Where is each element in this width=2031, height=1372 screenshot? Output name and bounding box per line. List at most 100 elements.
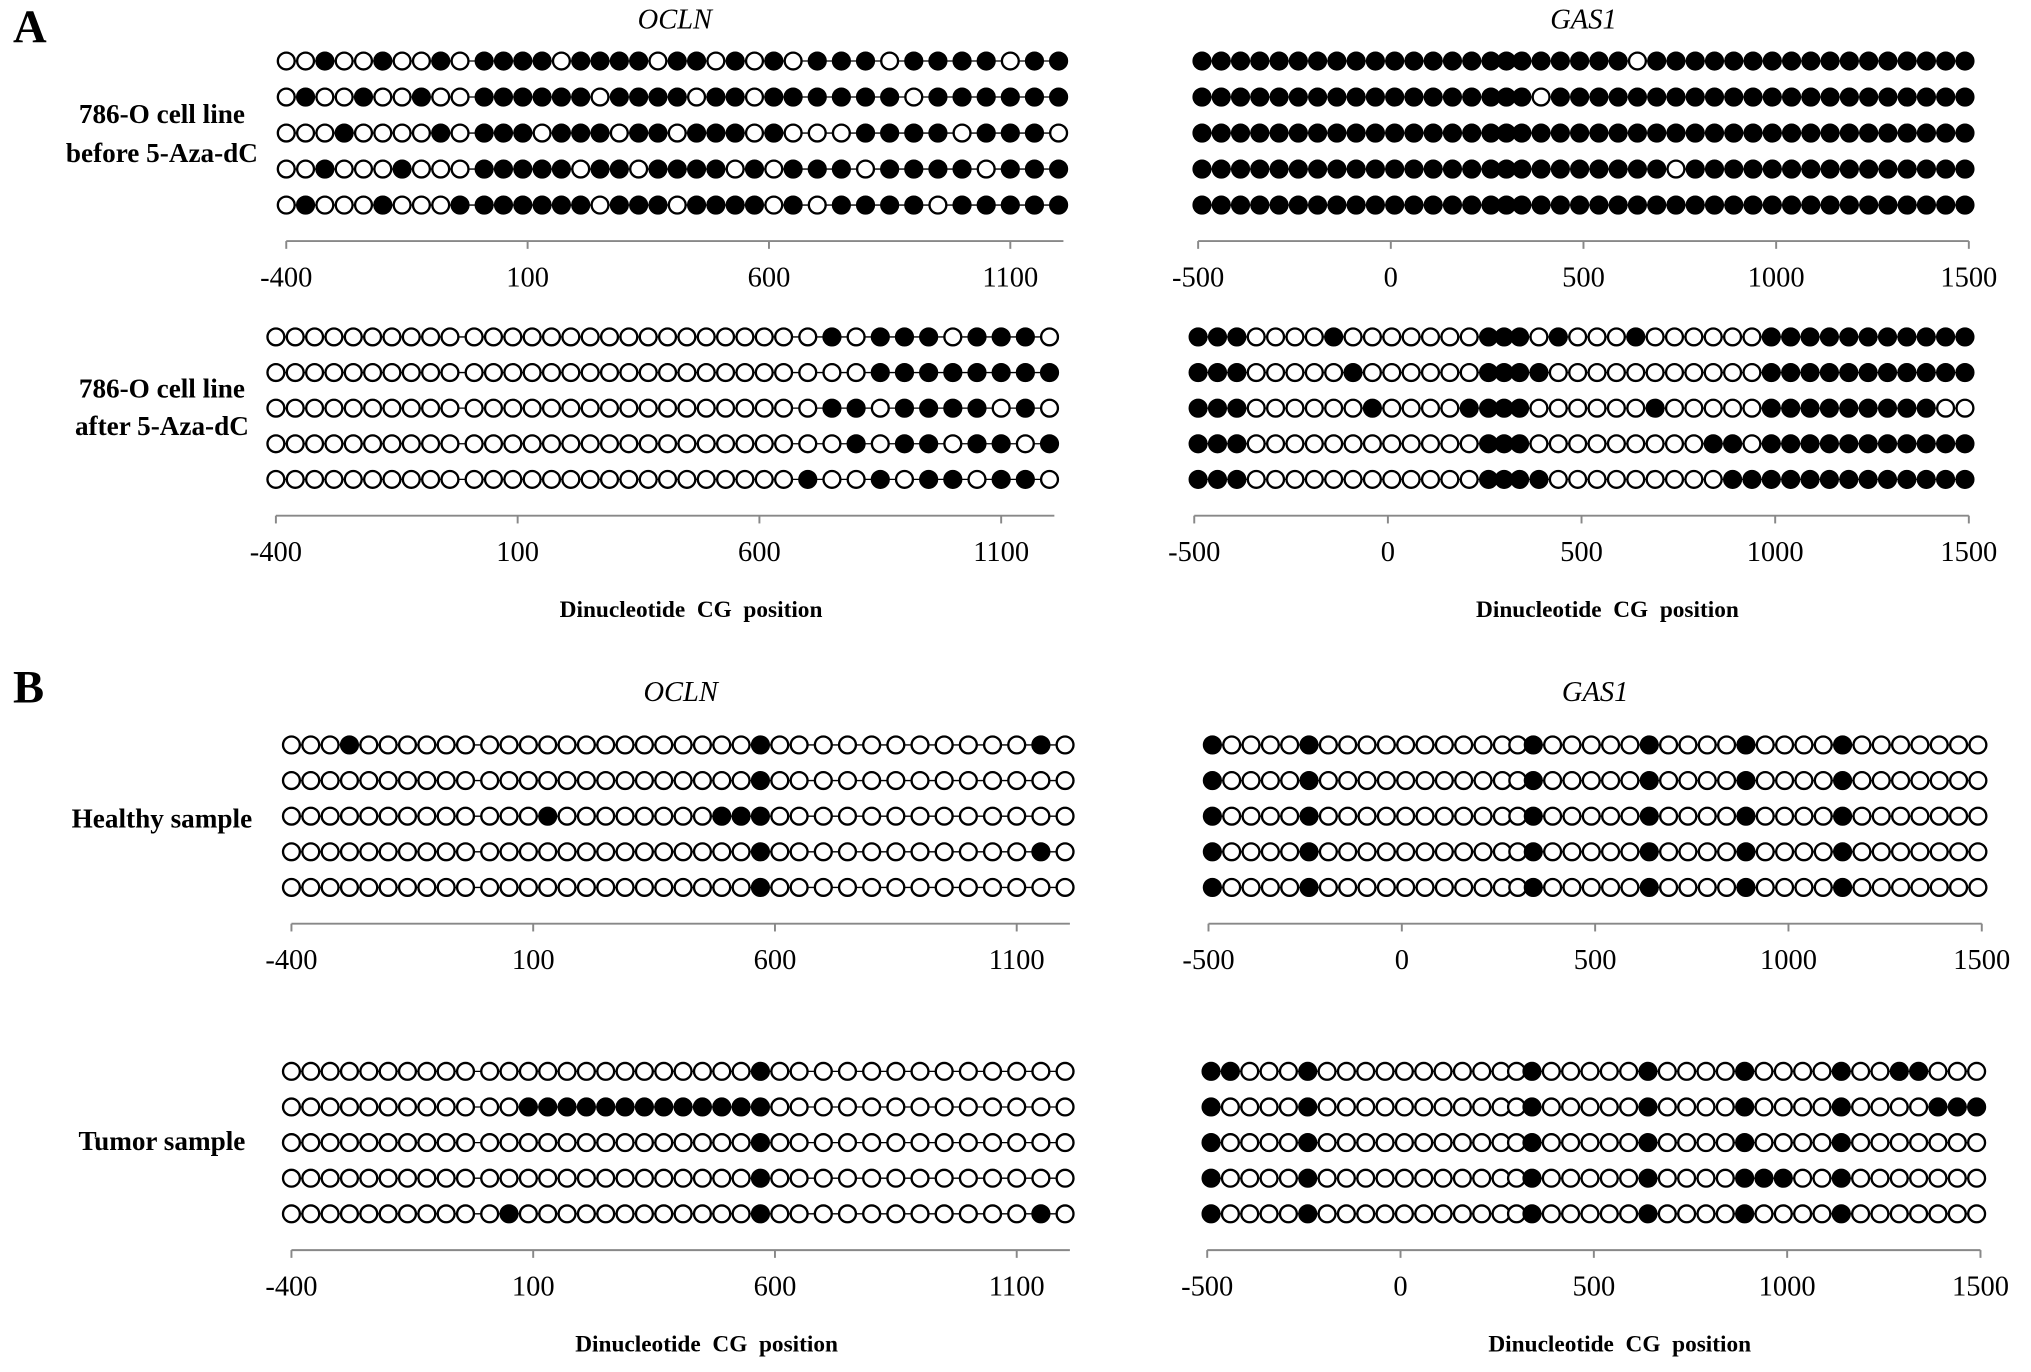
cpg-site (1608, 51, 1628, 71)
x-tick-label: 0 (1393, 1271, 1407, 1302)
cpg-site (712, 1168, 732, 1188)
cpg-site (1839, 469, 1859, 489)
cpg-site (1479, 469, 1499, 489)
cpg-site (1685, 195, 1705, 215)
cpg-site (1550, 159, 1570, 179)
cpg-site (1870, 1097, 1890, 1117)
cpg-site (304, 469, 325, 489)
cpg-site (1929, 877, 1949, 898)
cpg-site (789, 1061, 809, 1081)
cpg-site (1015, 398, 1035, 418)
cpg-site (1055, 1133, 1075, 1153)
cpg-site (1308, 123, 1328, 143)
cpg-site (1781, 327, 1801, 347)
cpg-site (831, 87, 851, 107)
cpg-site (1599, 1168, 1619, 1188)
cpg-site (1852, 842, 1872, 862)
cpg-site (1839, 362, 1859, 383)
cpg-site (634, 877, 654, 898)
cpg-site (1587, 362, 1607, 383)
cpg-site (301, 1133, 321, 1153)
cpg-site (1762, 87, 1782, 107)
cpg-site (1007, 1168, 1027, 1188)
cpg-site (1936, 327, 1956, 347)
cpg-site (928, 87, 948, 107)
cpg-site (1356, 1204, 1376, 1224)
cpg-site (1831, 1061, 1851, 1081)
cpg-site (991, 327, 1011, 347)
cpg-site (373, 195, 393, 215)
cpg-site (712, 1097, 732, 1117)
cpg-site (1755, 842, 1775, 862)
cpg-site (266, 362, 286, 383)
cpg-site (1968, 735, 1988, 755)
cpg-site (1241, 735, 1261, 755)
cpg-site (1878, 123, 1898, 143)
cpg-site (295, 159, 316, 179)
cpg-site (304, 398, 325, 418)
cpg-site (343, 434, 363, 454)
cpg-site (276, 123, 296, 143)
cpg-site (1871, 735, 1891, 755)
cpg-site (1722, 434, 1743, 454)
cpg-site (596, 770, 616, 791)
cpg-site (1916, 123, 1937, 143)
cpg-site (774, 398, 794, 418)
cpg-site (1414, 1168, 1434, 1188)
cpg-site (1362, 362, 1382, 383)
cpg-site (1415, 877, 1435, 898)
cpg-site (1910, 877, 1930, 898)
cpg-site (1638, 1168, 1658, 1188)
cpg-site (634, 1168, 654, 1188)
cpg-site (837, 1204, 858, 1224)
cpg-site (731, 1061, 751, 1081)
cpg-site (1442, 51, 1463, 71)
cpg-site (1420, 469, 1441, 489)
cpg-site (417, 877, 437, 898)
cpg-site (353, 195, 374, 215)
cpg-site (513, 51, 533, 71)
cpg-site (904, 87, 924, 107)
cpg-site (1781, 159, 1802, 179)
cpg-site (359, 806, 379, 826)
cpg-site (976, 123, 996, 143)
cpg-site (1762, 159, 1782, 179)
cpg-site (1666, 123, 1686, 143)
cpg-site (1375, 1061, 1395, 1081)
cpg-site (320, 1061, 340, 1081)
cpg-site (1704, 159, 1725, 179)
cpg-site (910, 1168, 930, 1188)
cpg-site (1317, 1168, 1337, 1188)
cpg-site (744, 87, 765, 107)
cpg-site (1007, 1204, 1027, 1224)
cpg-site (1947, 1133, 1967, 1153)
cpg-site (1666, 87, 1686, 107)
cpg-site (783, 159, 803, 179)
cpg-site (557, 1204, 577, 1224)
cpg-site (1967, 1097, 1987, 1117)
cpg-site (281, 1168, 302, 1188)
cpg-site (1794, 735, 1814, 755)
cpg-site (1852, 770, 1872, 791)
cpg-site (1280, 877, 1300, 898)
cpg-site (1246, 327, 1266, 347)
cpg-site (464, 362, 484, 383)
cpg-site (1338, 806, 1358, 826)
cpg-site (725, 123, 745, 143)
cpg-site (1703, 327, 1723, 347)
cpg-site (813, 1168, 833, 1188)
cpg-site (359, 1168, 379, 1188)
cpg-site (315, 87, 335, 107)
cpg-site (1000, 87, 1020, 107)
cpg-site (1202, 770, 1222, 791)
cpg-site (315, 51, 335, 71)
cpg-site (378, 1133, 398, 1153)
cpg-site (1376, 842, 1396, 862)
cpg-site (392, 195, 412, 215)
cpg-site (928, 51, 948, 71)
cpg-site (958, 842, 978, 862)
cpg-site (1794, 806, 1814, 826)
cpg-site (576, 735, 596, 755)
cpg-site (822, 469, 842, 489)
cpg-site (1404, 123, 1424, 143)
